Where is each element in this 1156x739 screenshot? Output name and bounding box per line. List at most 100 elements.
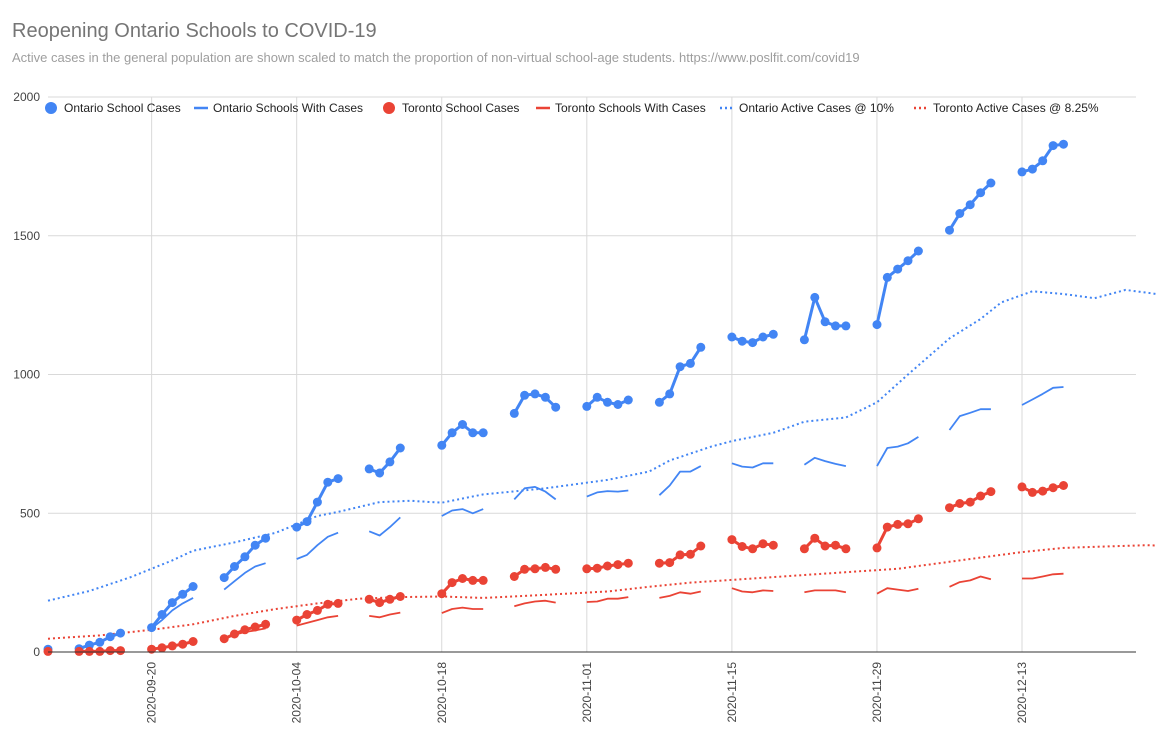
toronto-schools-with-cases-segment xyxy=(369,611,401,619)
ontario-school-cases-point xyxy=(530,389,540,399)
legend-label-ontario-active-cases-10: Ontario Active Cases @ 10% xyxy=(739,101,894,115)
toronto-school-cases-point xyxy=(167,641,177,651)
ontario-active-cases-10-line xyxy=(47,288,1156,602)
toronto-schools-with-cases-segment xyxy=(731,587,774,594)
toronto-school-cases-point xyxy=(768,540,778,550)
toronto-school-cases-point xyxy=(1017,482,1027,492)
legend-swatch-ontario-school-cases xyxy=(45,102,57,114)
ontario-school-cases-point xyxy=(654,397,664,407)
ontario-school-cases-point xyxy=(748,338,758,348)
toronto-school-cases-point xyxy=(955,499,965,508)
toronto-school-cases-point xyxy=(976,491,986,501)
ontario-school-cases-point xyxy=(447,428,457,438)
ontario-school-cases-point xyxy=(105,632,115,642)
ontario-school-cases-point xyxy=(665,389,675,399)
legend-label-toronto-active-cases-8-25: Toronto Active Cases @ 8.25% xyxy=(933,101,1099,115)
toronto-school-cases-point xyxy=(385,594,395,604)
ontario-schools-with-cases-segment xyxy=(368,516,401,537)
toronto-school-cases-point xyxy=(831,540,840,550)
toronto-school-cases-point xyxy=(903,519,913,529)
toronto-school-cases-point xyxy=(737,542,747,551)
ontario-schools-with-cases-segment xyxy=(513,485,557,501)
toronto-school-cases-point xyxy=(74,646,84,656)
toronto-school-cases-point xyxy=(219,634,229,644)
toronto-school-cases-point xyxy=(323,599,333,609)
x-tick-label: 2020-09-20 xyxy=(145,662,159,724)
ontario-schools-with-cases-segment xyxy=(296,531,339,560)
toronto-school-cases-point xyxy=(965,497,975,507)
ontario-school-cases-point xyxy=(1027,164,1037,174)
toronto-schools-with-cases-segment xyxy=(296,615,339,627)
legend-label-ontario-school-cases: Ontario School Cases xyxy=(64,101,181,115)
ontario-school-cases-point xyxy=(893,264,903,274)
ontario-school-cases-point xyxy=(540,392,550,402)
y-tick-label: 2000 xyxy=(13,90,40,104)
ontario-school-cases-segment xyxy=(368,447,402,475)
toronto-school-cases-point xyxy=(292,615,302,625)
toronto-school-cases-point xyxy=(437,589,447,599)
ontario-school-cases-point xyxy=(116,628,125,638)
y-tick-label: 1000 xyxy=(13,368,40,382)
ontario-school-cases-point xyxy=(292,522,302,532)
ontario-school-cases-point xyxy=(799,335,809,345)
ontario-school-cases-point xyxy=(333,474,343,484)
ontario-schools-with-cases-segment xyxy=(803,456,847,467)
toronto-school-cases-point xyxy=(250,622,260,632)
toronto-school-cases-point xyxy=(333,598,343,608)
toronto-school-cases-point xyxy=(375,598,385,608)
toronto-school-cases-point xyxy=(945,503,954,513)
ontario-school-cases-point xyxy=(685,358,695,368)
ontario-school-cases-point xyxy=(1059,139,1068,149)
toronto-school-cases-point xyxy=(178,639,188,649)
ontario-school-cases-point xyxy=(592,392,602,402)
toronto-school-cases-point xyxy=(302,610,312,619)
ontario-school-cases-point xyxy=(976,188,986,198)
toronto-school-cases-point xyxy=(188,637,198,646)
ontario-school-cases-point xyxy=(178,589,188,599)
ontario-school-cases-point xyxy=(364,464,374,474)
x-tick-label: 2020-11-01 xyxy=(580,662,594,723)
ontario-school-cases-point xyxy=(219,573,229,583)
toronto-schools-with-cases-segment xyxy=(1022,572,1064,580)
ontario-school-cases-point xyxy=(157,610,167,619)
ontario-school-cases-point xyxy=(240,552,250,562)
legend-label-toronto-schools-with-cases: Toronto Schools With Cases xyxy=(555,101,706,115)
toronto-school-cases-point xyxy=(395,592,405,601)
toronto-school-cases-point xyxy=(261,619,271,629)
toronto-schools-with-cases-segment xyxy=(876,587,919,595)
x-tick-label: 2020-11-29 xyxy=(870,662,884,723)
ontario-school-cases-point xyxy=(955,209,965,218)
toronto-school-cases-point xyxy=(665,558,675,568)
toronto-school-cases-point xyxy=(240,625,250,635)
ontario-school-cases-point xyxy=(509,408,519,418)
ontario-school-cases-point xyxy=(727,332,737,342)
ontario-schools-with-cases-segment xyxy=(223,562,266,591)
ontario-school-cases-point xyxy=(737,336,747,346)
ontario-schools-with-cases-segment xyxy=(151,597,194,630)
ontario-schools-with-cases-segment xyxy=(876,436,919,467)
toronto-school-cases-point xyxy=(675,550,685,560)
ontario-school-cases-point xyxy=(913,246,923,256)
ontario-schools-with-cases-segment xyxy=(441,508,484,517)
toronto-schools-with-cases-segment xyxy=(804,589,847,594)
toronto-school-cases-point xyxy=(468,575,478,585)
toronto-school-cases-point xyxy=(727,535,737,545)
toronto-school-cases-point xyxy=(447,578,457,588)
toronto-school-cases-point xyxy=(820,541,830,551)
toronto-school-cases-point xyxy=(603,561,612,571)
ontario-school-cases-point xyxy=(872,320,882,330)
toronto-school-cases-point xyxy=(95,646,105,656)
toronto-active-cases-8-25-line xyxy=(47,544,1156,640)
ontario-schools-with-cases-segment xyxy=(658,465,702,496)
ontario-school-cases-point xyxy=(375,468,385,478)
ontario-school-cases-point xyxy=(167,598,177,608)
toronto-school-cases-point xyxy=(43,646,53,656)
ontario-school-cases-point xyxy=(458,420,467,429)
toronto-school-cases-point xyxy=(799,544,809,554)
x-tick-label: 2020-12-13 xyxy=(1015,662,1029,724)
toronto-schools-with-cases-segment xyxy=(949,575,992,588)
ontario-school-cases-point xyxy=(478,428,488,438)
toronto-school-cases-point xyxy=(748,544,758,554)
ontario-school-cases-point xyxy=(84,640,94,650)
